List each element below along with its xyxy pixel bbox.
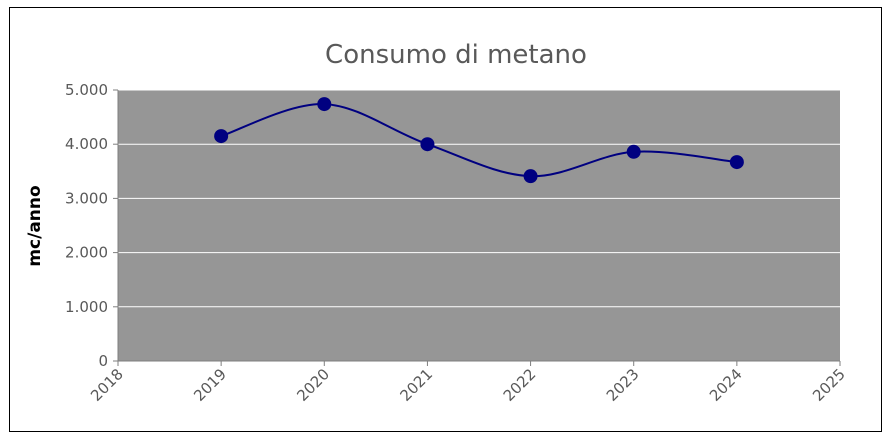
marker <box>317 97 332 112</box>
series-line <box>220 103 737 178</box>
y-tick-label: 1.000 <box>65 298 108 316</box>
marker <box>626 144 641 159</box>
marker <box>729 155 744 170</box>
chart-title: Consumo di metano <box>325 40 587 70</box>
y-tick-label: 4.000 <box>65 135 108 153</box>
marker <box>420 137 435 152</box>
marker <box>523 169 538 184</box>
y-tick-label: 2.000 <box>65 244 108 262</box>
y-axis-label: mc/anno <box>25 185 45 266</box>
y-tick-label: 0 <box>98 352 108 370</box>
y-tick-label: 5.000 <box>65 81 108 99</box>
plot-area <box>118 90 840 361</box>
y-tick-label: 3.000 <box>65 189 108 207</box>
marker <box>214 129 229 144</box>
